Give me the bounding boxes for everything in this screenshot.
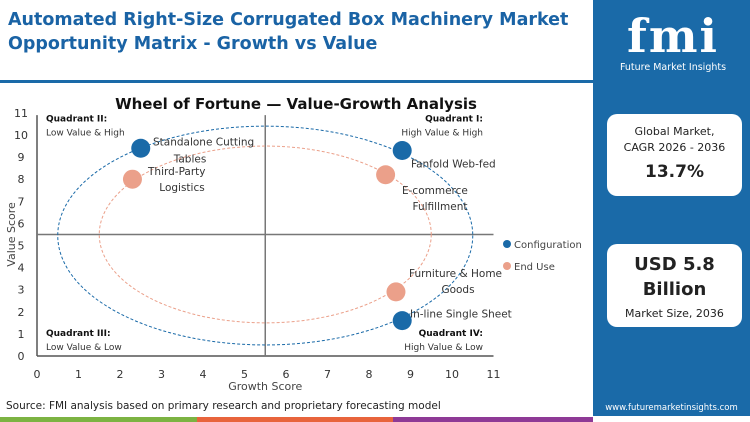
opportunity-matrix-chart: Wheel of Fortune — Value-Growth Analysis… <box>5 95 582 393</box>
data-point <box>386 282 406 302</box>
quadrant-title: Quadrant II: <box>46 115 107 125</box>
data-label: Logistics <box>159 182 204 194</box>
market-size-value: USD 5.8 Billion <box>634 254 715 300</box>
market-size-card: USD 5.8 Billion Market Size, 2036 <box>607 244 742 327</box>
series-ellipse <box>57 125 474 346</box>
legend-marker <box>503 240 511 248</box>
y-tick-label: 10 <box>14 129 28 142</box>
source-note: Source: FMI analysis based on primary re… <box>6 400 441 412</box>
y-tick-label: 4 <box>18 262 25 275</box>
x-tick-label: 6 <box>283 368 290 381</box>
series-ellipse <box>98 145 432 324</box>
legend-marker <box>503 262 511 270</box>
chart-title: Wheel of Fortune — Value-Growth Analysis <box>115 95 477 113</box>
y-tick-label: 1 <box>18 328 25 341</box>
y-tick-label: 9 <box>18 151 25 164</box>
data-point <box>131 138 151 158</box>
page-title: Automated Right-Size Corrugated Box Mach… <box>8 10 569 54</box>
x-tick-label: 0 <box>34 368 41 381</box>
data-label: Goods <box>441 284 474 296</box>
cagr-card: Global Market, CAGR 2026 - 2036 13.7% <box>607 114 742 196</box>
y-tick-label: 2 <box>18 306 25 319</box>
x-tick-label: 4 <box>200 368 207 381</box>
y-tick-label: 6 <box>18 217 25 230</box>
data-label: Fulfillment <box>413 201 468 213</box>
cagr-label: Global Market, CAGR 2026 - 2036 <box>623 125 726 154</box>
x-tick-label: 11 <box>487 368 501 381</box>
data-point <box>392 311 412 331</box>
market-size-label: Market Size, 2036 <box>625 307 724 320</box>
stripe-orange <box>197 417 393 422</box>
x-tick-label: 3 <box>158 368 165 381</box>
x-tick-label: 8 <box>366 368 373 381</box>
y-tick-label: 11 <box>14 107 28 120</box>
quadrant-title: Quadrant IV: <box>419 329 483 339</box>
y-axis-label: Value Score <box>5 202 18 267</box>
quadrant-subtitle: Low Value & High <box>46 129 125 139</box>
data-label: Furniture & Home <box>409 268 502 280</box>
y-tick-label: 0 <box>18 350 25 363</box>
logo-subtitle: Future Market Insights <box>619 62 727 73</box>
cagr-value: 13.7% <box>645 162 704 182</box>
y-tick-label: 7 <box>18 195 25 208</box>
x-tick-label: 7 <box>324 368 331 381</box>
x-tick-label: 1 <box>75 368 82 381</box>
data-point <box>392 140 412 160</box>
stripe-green <box>0 417 197 422</box>
header-divider <box>0 80 593 83</box>
sidebar: fmi Future Market Insights Global Market… <box>593 0 750 416</box>
data-point <box>122 169 142 189</box>
y-tick-label: 5 <box>18 240 25 253</box>
data-point <box>376 165 396 185</box>
data-label: Tables <box>173 153 207 165</box>
data-label: Fanfold Web-fed <box>411 158 496 170</box>
quadrant-subtitle: High Value & High <box>401 129 483 139</box>
data-label: Standalone Cutting <box>153 136 254 148</box>
data-label: Third-Party <box>147 166 206 178</box>
x-tick-label: 10 <box>445 368 459 381</box>
quadrant-title: Quadrant I: <box>425 115 483 125</box>
website-link[interactable]: www.futuremarketinsights.com <box>605 403 738 413</box>
logo-mark: fmi <box>627 9 719 63</box>
data-label: In-line Single Sheet <box>410 309 512 321</box>
x-tick-label: 2 <box>117 368 124 381</box>
data-label: E-commerce <box>402 185 468 197</box>
y-tick-label: 3 <box>18 284 25 297</box>
y-tick-label: 8 <box>18 173 25 186</box>
fmi-logo: fmi Future Market Insights <box>613 10 733 73</box>
x-axis-label: Growth Score <box>228 380 302 393</box>
legend-label: End Use <box>514 262 555 273</box>
x-tick-label: 9 <box>407 368 414 381</box>
quadrant-title: Quadrant III: <box>46 329 111 339</box>
quadrant-subtitle: High Value & Low <box>404 343 483 353</box>
x-tick-label: 5 <box>241 368 248 381</box>
legend-label: Configuration <box>514 240 582 251</box>
quadrant-subtitle: Low Value & Low <box>46 343 122 353</box>
stripe-purple <box>393 417 593 422</box>
